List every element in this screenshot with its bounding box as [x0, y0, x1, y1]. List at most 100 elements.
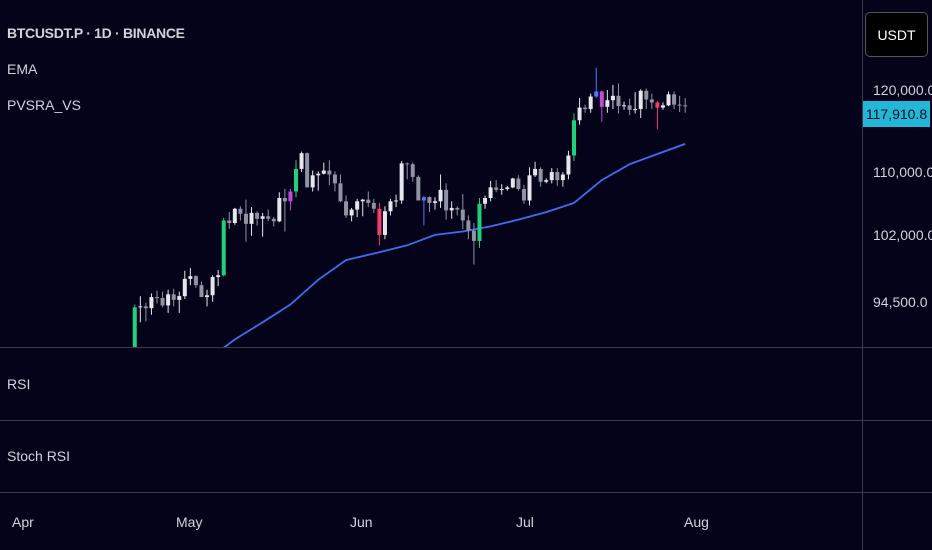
candle: [360, 198, 365, 217]
candle: [221, 217, 226, 277]
candle: [549, 168, 554, 184]
candle: [594, 67, 599, 99]
candle: [644, 88, 649, 110]
pane-divider[interactable]: [0, 492, 932, 493]
candle-body: [549, 172, 554, 181]
candle: [466, 215, 471, 240]
candle-body: [316, 173, 321, 176]
candle-body: [294, 168, 298, 192]
candle-body: [132, 307, 137, 366]
candle: [588, 93, 593, 113]
candle-body: [138, 306, 143, 308]
price-tick-102000: 102,000.0: [873, 227, 932, 243]
candle-body: [433, 201, 437, 203]
candle-body: [182, 278, 187, 297]
candle-body: [538, 168, 543, 182]
candle-body: [583, 107, 588, 110]
candle-body: [305, 153, 310, 188]
candle: [616, 83, 621, 114]
candle: [427, 196, 432, 213]
candle-body: [216, 275, 221, 278]
symbol-title[interactable]: BTCUSDT.P · 1D · BINANCE: [7, 25, 185, 41]
candle: [255, 211, 260, 226]
candle-body: [677, 104, 682, 106]
candle: [560, 172, 565, 187]
candle: [449, 201, 454, 219]
pvsra-indicator-label[interactable]: PVSRA_VS: [7, 97, 81, 113]
currency-button[interactable]: USDT: [865, 12, 928, 57]
candle: [505, 185, 510, 191]
candle-body: [599, 91, 604, 107]
ema-indicator-label[interactable]: EMA: [7, 61, 38, 77]
candle-body: [477, 203, 482, 241]
candle: [683, 98, 688, 113]
candle: [177, 291, 182, 313]
candle-body: [227, 220, 232, 224]
candle: [605, 90, 610, 113]
candle: [672, 91, 677, 110]
time-tick-aug: Aug: [684, 514, 709, 530]
candle: [132, 304, 137, 370]
price-chart-pane[interactable]: [0, 0, 862, 382]
candle-body: [249, 212, 254, 224]
candle: [310, 170, 315, 192]
candle-body: [594, 91, 599, 97]
candle-body: [544, 180, 549, 182]
pane-divider[interactable]: [0, 347, 932, 348]
candle: [421, 196, 426, 226]
rsi-pane[interactable]: RSI: [0, 348, 862, 420]
candle-body: [160, 298, 165, 306]
candle-body: [188, 276, 193, 279]
time-tick-jul: Jul: [516, 514, 534, 530]
pane-divider[interactable]: [0, 420, 932, 421]
candle: [438, 174, 443, 208]
candle-body: [483, 198, 488, 204]
candle: [344, 195, 349, 218]
candle: [143, 302, 148, 322]
candle-body: [177, 296, 182, 300]
candle-body: [355, 201, 360, 210]
candle: [321, 162, 326, 175]
price-axis[interactable]: 120,000.0 110,000.0 102,000.0 94,500.0: [862, 0, 932, 550]
candle-body: [622, 105, 627, 107]
rsi-label[interactable]: RSI: [7, 376, 31, 392]
candle-body: [377, 208, 382, 235]
candle: [260, 212, 265, 237]
candle: [577, 98, 582, 125]
candle-body: [321, 170, 326, 174]
price-tick-120000: 120,000.0: [873, 82, 932, 98]
price-tick-110000: 110,000.0: [873, 164, 932, 180]
candle-body: [516, 178, 521, 190]
candle: [266, 209, 271, 222]
ema-line: [178, 143, 686, 382]
candle-body: [471, 230, 476, 241]
candle-body: [232, 208, 237, 224]
candle: [155, 290, 159, 304]
stoch-rsi-pane[interactable]: Stoch RSI: [0, 421, 862, 492]
candle-body: [260, 216, 265, 219]
candle-body: [371, 202, 376, 209]
candle: [666, 91, 671, 107]
time-tick-apr: Apr: [12, 514, 34, 530]
candle-body: [282, 198, 287, 202]
candle: [249, 207, 254, 236]
candle: [243, 199, 248, 242]
candle: [433, 197, 437, 210]
candle-body: [193, 276, 198, 286]
candle-body: [644, 90, 649, 100]
candle-body: [683, 105, 688, 107]
time-axis[interactable]: Apr May Jun Jul Aug: [0, 493, 862, 550]
candle: [677, 95, 682, 113]
candle-body: [399, 163, 404, 201]
candle: [299, 151, 304, 173]
candle: [366, 191, 371, 208]
candle-body: [555, 172, 560, 181]
time-tick-may: May: [176, 514, 203, 530]
candlestick-chart[interactable]: [0, 0, 862, 382]
stoch-rsi-label[interactable]: Stoch RSI: [7, 448, 71, 464]
candle: [166, 289, 171, 313]
candle: [416, 175, 421, 201]
candle: [205, 289, 210, 307]
candle-body: [243, 213, 248, 224]
candle: [521, 184, 526, 204]
